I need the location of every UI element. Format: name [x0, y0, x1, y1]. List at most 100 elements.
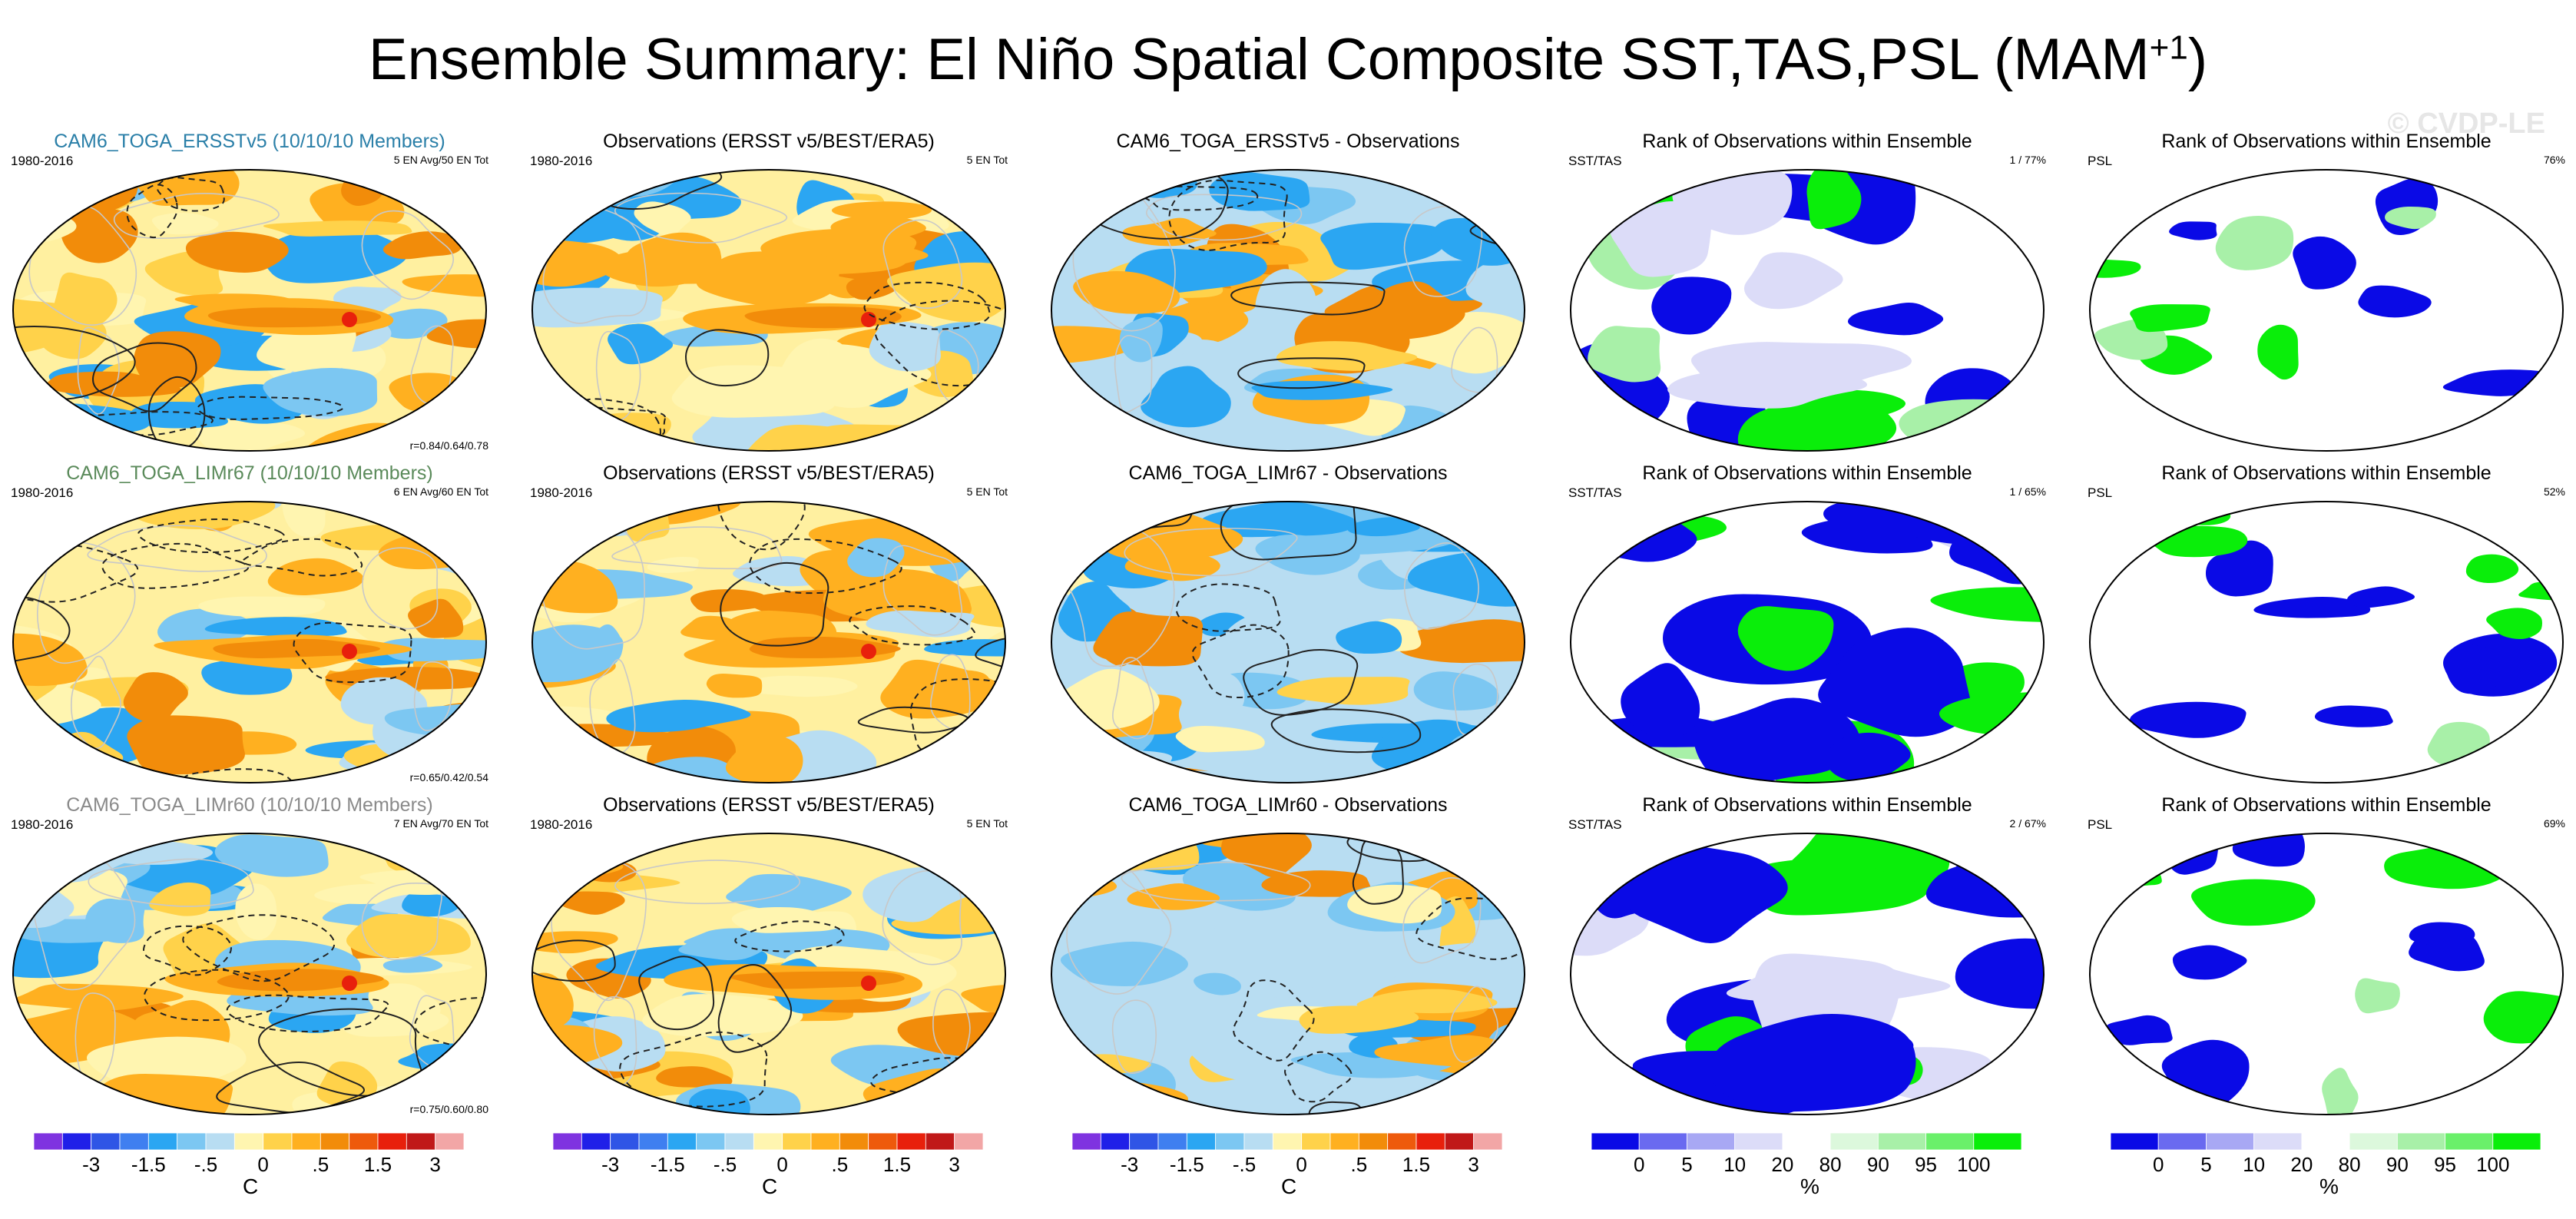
anomaly-region: [1194, 972, 1241, 995]
colorbar-swatch: [1358, 1133, 1389, 1151]
rank-high-region: [1690, 342, 1912, 399]
anomaly-region: [15, 1087, 62, 1112]
colorbar-swatch: [896, 1133, 926, 1151]
map-rank-psl: [2089, 833, 2564, 1115]
colorbar-swatch: [610, 1133, 640, 1151]
pattern-correlation: r=0.84/0.64/0.78: [409, 439, 488, 452]
map-border: [12, 833, 487, 1115]
continent-outline: [1121, 861, 1311, 902]
anomaly-region: [61, 207, 138, 263]
rank-low-region: [2172, 945, 2247, 980]
psl-contour-negative: [874, 300, 1005, 387]
anomaly-region: [532, 239, 624, 287]
rank-low-region: [2293, 236, 2356, 290]
anomaly-region: [690, 589, 769, 613]
psl-contour-positive: [1051, 173, 1124, 218]
psl-contour-negative: [909, 678, 1005, 755]
rank-low-region: [2409, 922, 2475, 949]
colorbar-units: C: [762, 1174, 778, 1198]
panel-member-count: 7 EN Avg/70 EN Tot: [393, 817, 488, 830]
anomaly-region: [134, 331, 221, 388]
rank-low-region: [2169, 221, 2217, 240]
map-model: [12, 833, 487, 1115]
psl-contour-positive: [1469, 220, 1525, 250]
temperature-colorbar: -3 -1.5 -.5 0 .5 1.5 3 C: [34, 1133, 464, 1198]
psl-contour-positive: [1270, 708, 1422, 754]
anomaly-region: [1448, 414, 1503, 442]
continent-outline: [1111, 999, 1157, 1074]
panel-rank-psl-row3: Rank of Observations within Ensemble PSL 6…: [2088, 794, 2565, 1118]
colorbar-tick-label: 95: [1915, 1153, 1937, 1176]
enso-max: [342, 644, 357, 659]
anomaly-region: [1255, 635, 1339, 674]
colorbar-tick-label: 3: [949, 1153, 959, 1176]
continent-outline: [593, 995, 637, 1086]
colorbar-swatch: [291, 1133, 321, 1151]
anomaly-region: [123, 672, 188, 724]
colorbar-swatch: [1591, 1133, 1640, 1151]
map-border: [531, 169, 1006, 452]
psl-contour-negative: [749, 538, 902, 595]
panel-period: 1980-2016: [11, 817, 74, 832]
psl-contour-negative: [156, 177, 225, 212]
colorbar-swatch: [177, 1133, 207, 1151]
panel-period: 1980-2016: [530, 817, 593, 832]
colorbar-swatch: [782, 1133, 812, 1151]
colorbar-swatch: [925, 1133, 955, 1151]
anomaly-region: [532, 833, 581, 858]
psl-contour-negative: [63, 411, 214, 436]
colorbar-swatch: [2396, 1133, 2445, 1151]
anomaly-region: [267, 558, 364, 596]
anomaly-region: [553, 412, 671, 451]
psl-contour-negative: [734, 920, 845, 952]
colorbar-swatch: [1444, 1133, 1475, 1151]
anomaly-region: [678, 932, 773, 961]
anomaly-region: [532, 512, 596, 530]
map-rank-sst: [1570, 501, 2045, 783]
rank-low-region: [1624, 843, 1788, 943]
rank-high-region: [1939, 692, 2044, 737]
anomaly-region: [642, 994, 803, 1037]
anomaly-region: [382, 231, 463, 260]
page-title: Ensemble Summary: El Niño Spatial Compos…: [368, 27, 2208, 92]
colorbar-tick-label: 10: [1723, 1153, 1746, 1176]
rank-low-region: [1580, 508, 1697, 562]
psl-contour-positive: [216, 1062, 365, 1114]
panel-model-row1: CAM6_TOGA_ERSSTv5 (10/10/10 Members) 1980…: [11, 131, 488, 455]
colorbar-swatch: [2111, 1133, 2159, 1151]
anomaly-region: [915, 764, 996, 783]
panel-member-count: 6 EN Avg/60 EN Tot: [393, 485, 488, 498]
colorbar-tick-label: 100: [2476, 1153, 2509, 1176]
watermark: © CVDP-LE: [2387, 108, 2545, 140]
rank-low-region: [1847, 302, 1944, 336]
continent-outline: [614, 860, 801, 905]
panel-variable-label: SST/TAS: [1568, 817, 1622, 832]
psl-contour-positive: [684, 329, 770, 387]
anomaly-region: [831, 201, 932, 220]
anomaly-region: [346, 913, 471, 958]
rank-low-region: [2129, 701, 2247, 738]
psl-contour-positive: [1243, 649, 1359, 716]
panel-member-count: 5 EN Tot: [966, 485, 1008, 498]
anomaly-region: [532, 170, 586, 218]
rank-high-region: [1588, 326, 1661, 383]
colorbar-swatch: [1638, 1133, 1687, 1151]
colorbar-tick-label: 90: [1867, 1153, 1889, 1176]
rank-low-region: [1825, 732, 1911, 781]
continent-outline: [361, 883, 442, 960]
colorbar-tick-label: .5: [831, 1153, 848, 1176]
panel-variable-label: PSL: [2088, 485, 2113, 500]
enso-core: [729, 971, 905, 989]
colorbar-tick-label: -3: [82, 1153, 100, 1176]
anomaly-region: [1476, 1064, 1525, 1115]
rank-high-region: [2385, 206, 2436, 230]
colorbar-tick-label: .5: [1350, 1153, 1367, 1176]
panel-diff-row1: CAM6_TOGA_ERSSTv5 - Observations: [1049, 131, 1527, 455]
colorbar-swatch: [1877, 1133, 1926, 1151]
colorbar-swatch: [2157, 1133, 2207, 1151]
psl-contour-negative: [182, 768, 293, 783]
panel-rank-sst-row3: Rank of Observations within Ensemble SST/…: [1568, 794, 2046, 1118]
anomaly-region: [1186, 1019, 1310, 1082]
panel-rank-value: 69%: [2543, 817, 2565, 830]
anomaly-region: [204, 617, 347, 637]
